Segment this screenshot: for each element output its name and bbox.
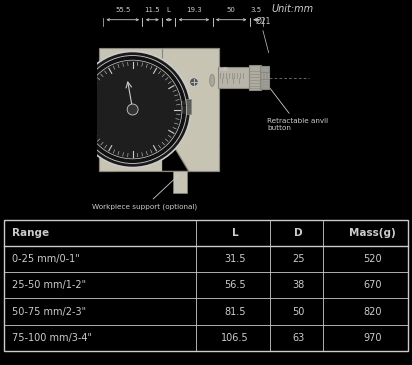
- Text: 106.5: 106.5: [221, 333, 249, 343]
- Polygon shape: [162, 127, 188, 171]
- Text: Ø21: Ø21: [256, 17, 271, 26]
- Bar: [260, 72, 269, 79]
- Bar: [218, 71, 224, 84]
- Text: 31.5: 31.5: [224, 254, 246, 264]
- Text: 50-75 mm/2-3": 50-75 mm/2-3": [12, 307, 87, 316]
- Bar: [99, 149, 219, 171]
- Bar: [99, 48, 219, 74]
- Ellipse shape: [210, 74, 215, 87]
- Text: Range: Range: [12, 228, 49, 238]
- Text: 5: 5: [219, 67, 222, 72]
- Text: 38: 38: [293, 280, 305, 290]
- Text: 56.5: 56.5: [224, 280, 246, 290]
- Text: D: D: [295, 228, 303, 238]
- Text: 19.3: 19.3: [186, 7, 202, 13]
- Circle shape: [79, 55, 187, 164]
- Text: 75-100 mm/3-4": 75-100 mm/3-4": [12, 333, 92, 343]
- Bar: [99, 73, 104, 88]
- Circle shape: [83, 60, 182, 159]
- Text: 0-25 mm/0-1": 0-25 mm/0-1": [12, 254, 80, 264]
- Text: Retractable anvil
button: Retractable anvil button: [262, 78, 328, 131]
- Bar: [162, 48, 219, 171]
- Text: 50: 50: [293, 307, 305, 316]
- Text: 3.5: 3.5: [251, 7, 262, 13]
- Bar: [173, 171, 187, 193]
- Text: Unit:mm: Unit:mm: [271, 4, 313, 14]
- Text: 25: 25: [293, 254, 305, 264]
- Text: 45: 45: [223, 67, 229, 72]
- Circle shape: [190, 78, 198, 87]
- Text: 50: 50: [227, 7, 236, 13]
- Circle shape: [129, 106, 136, 113]
- Circle shape: [75, 51, 191, 168]
- Text: Workpiece support (optional): Workpiece support (optional): [92, 176, 197, 210]
- Bar: [178, 99, 191, 114]
- Circle shape: [127, 104, 138, 115]
- Text: 820: 820: [364, 307, 382, 316]
- Bar: [4, 220, 408, 351]
- Bar: [218, 68, 250, 88]
- Text: 55.5: 55.5: [115, 7, 131, 13]
- Text: Mass(g): Mass(g): [349, 228, 396, 238]
- Text: 11.5: 11.5: [145, 7, 160, 13]
- Text: L: L: [232, 228, 238, 238]
- Bar: [249, 65, 261, 90]
- Text: L: L: [167, 7, 171, 13]
- Text: 25-50 mm/1-2": 25-50 mm/1-2": [12, 280, 87, 290]
- Bar: [99, 60, 104, 74]
- Bar: [260, 66, 269, 89]
- Text: 63: 63: [293, 333, 305, 343]
- Text: 0: 0: [222, 67, 225, 72]
- Text: 970: 970: [364, 333, 382, 343]
- Text: 81.5: 81.5: [224, 307, 246, 316]
- Text: 520: 520: [363, 254, 382, 264]
- Text: 670: 670: [364, 280, 382, 290]
- Bar: [99, 57, 116, 171]
